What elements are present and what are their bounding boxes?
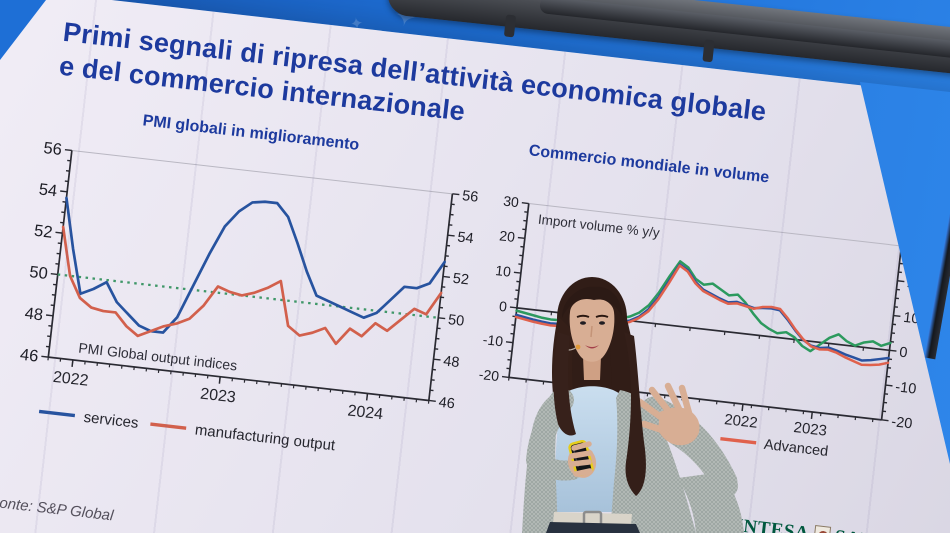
x-axis-label: 2023	[199, 386, 236, 407]
tick-label: 56	[461, 188, 479, 206]
presenter-hair-front	[553, 332, 646, 496]
tick-label: -20	[890, 414, 913, 432]
tick-label: 0	[498, 298, 508, 315]
pmi-chart-canvas: 46 46 48 48 50 50 52 52 54 54 56 56 2022 2023 2024 PMI …	[0, 126, 486, 484]
tick-label: 46	[438, 395, 456, 413]
legend-label: Advanced	[763, 437, 829, 460]
tick-label: 20	[499, 227, 516, 245]
legend-swatch	[150, 422, 187, 430]
presenter-gesturing-hand	[636, 382, 700, 446]
presenter-neck	[583, 356, 601, 380]
x-axis-label: 2022	[52, 369, 89, 390]
legend-swatch	[38, 409, 76, 418]
logo-emblem-icon	[813, 524, 831, 533]
presenter-belt	[553, 512, 632, 526]
tick-label: 30	[910, 240, 928, 258]
tick-label: 54	[457, 229, 475, 247]
tick-label: -10	[894, 379, 917, 397]
series-manufacturing output	[61, 225, 443, 346]
series-services	[65, 196, 446, 334]
x-axis-label: 2022	[723, 411, 758, 432]
tick-label: 56	[43, 139, 63, 159]
source-note: onte: S&P Global	[0, 494, 115, 525]
reference-line-50	[57, 273, 439, 319]
presenter-skirt	[546, 522, 640, 533]
truss-clamp-icon	[702, 39, 715, 63]
presenter-photo	[522, 277, 744, 533]
tick-label: -20	[478, 366, 500, 384]
legend-label: manufacturing output	[194, 422, 337, 455]
tick-label: 50	[447, 312, 465, 330]
tick-label: -10	[482, 331, 504, 349]
tick-label: 52	[452, 271, 470, 289]
tick-label: 48	[442, 353, 460, 371]
tick-label: 10	[902, 310, 920, 328]
plot-annotation: PMI Global output indices	[78, 340, 238, 374]
tick-label: 52	[33, 222, 53, 242]
tick-label: 20	[906, 275, 924, 293]
x-axis-label: 2023	[793, 419, 828, 440]
pmi-chart: PMI globali in miglioramento 46 46 48 48 50 5…	[0, 99, 489, 465]
x-axis-label: 2024	[347, 402, 384, 423]
tick-label: 30	[502, 193, 519, 211]
tick-label: 46	[19, 346, 39, 366]
tick-label: 54	[38, 180, 58, 200]
pmi-plot: 46 46 48 48 50 50 52 52 54 54 56 56 2022 2023 2024 PMI …	[19, 139, 479, 455]
tick-label: 50	[28, 263, 48, 283]
presenter-face-features	[576, 314, 609, 349]
legend-label: services	[83, 409, 140, 432]
tick-label: 0	[898, 345, 908, 362]
legend-swatch	[720, 437, 757, 445]
truss-clamp-icon	[503, 14, 517, 38]
tick-label: 10	[495, 262, 512, 280]
tick-label: 48	[24, 304, 44, 324]
presenter-hair-fringe	[562, 286, 622, 318]
intesa-sanpaolo-logo: INTESASANPAOLO	[734, 515, 943, 533]
headset-mic-icon	[575, 344, 581, 350]
presenter-top	[555, 386, 629, 512]
logo-text-sanpaolo: SANPAOLO	[834, 526, 944, 533]
presenter-phone-hand	[567, 439, 597, 478]
